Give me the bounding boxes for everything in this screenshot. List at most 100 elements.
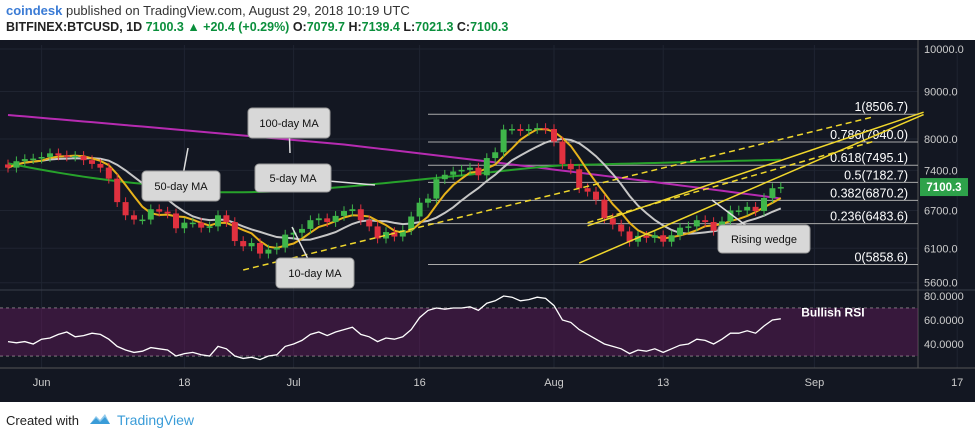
candle-body [315, 218, 322, 221]
candle-body [248, 243, 255, 247]
rsi-annotation: Bullish RSI [801, 305, 864, 319]
candle-body [584, 188, 591, 192]
published-text: published on TradingView.com, August 29,… [62, 3, 410, 18]
tradingview-logo-icon[interactable] [89, 412, 111, 429]
close-value: 7100.3 [470, 20, 509, 34]
candle-body [181, 222, 188, 229]
time-tick-label: Jul [287, 377, 301, 389]
candle-body [290, 232, 297, 235]
rsi-tick-label: 60.0000 [924, 315, 964, 327]
candle-body [122, 202, 129, 216]
candle-body [265, 249, 272, 254]
callout-label: 100-day MA [259, 118, 319, 130]
candle-body [357, 209, 364, 221]
time-tick-label: Sep [805, 377, 825, 389]
price-tick-label: 6100.0 [924, 243, 958, 255]
candle-body [299, 228, 305, 233]
ma50-line [7, 158, 781, 194]
candle-body [21, 159, 28, 162]
last-price: 7100.3 [145, 20, 184, 34]
price-chart[interactable]: 10000.0 9000.0 8000.0 7400.0 6700.0 6100.0 560… [0, 40, 975, 402]
candle-body [324, 218, 331, 223]
candle-body [89, 160, 95, 164]
candle-body [97, 163, 104, 168]
price-tick-label: 5600.0 [924, 278, 958, 290]
candle-body [5, 164, 11, 168]
fib-level-label: 0.382(6870.2) [830, 186, 908, 200]
candle-body [349, 209, 356, 212]
high-label: H: [348, 20, 362, 34]
candle-body [735, 210, 742, 212]
price-tick-label: 10000.0 [924, 44, 964, 56]
candle-body [391, 232, 398, 237]
candle-body [450, 171, 457, 175]
candle-body [399, 230, 406, 237]
high-value: 7139.4 [361, 20, 400, 34]
candle-body [601, 199, 608, 219]
candle-body [458, 169, 465, 172]
candle-body [475, 167, 482, 176]
candle-body [433, 179, 440, 199]
time-tick-label: 18 [178, 377, 190, 389]
candle-body [702, 220, 709, 223]
candle-body [693, 220, 700, 227]
callout-box [247, 107, 331, 139]
candle-body [341, 211, 347, 216]
candle-body [567, 163, 574, 170]
price-change: ▲ +20.4 (+0.29%) [187, 20, 290, 34]
symbol-line: BITFINEX:BTCUSD, 1D 7100.3 ▲ +20.4 (+0.2… [6, 19, 966, 36]
candle-body [727, 210, 734, 222]
candle-body [147, 209, 154, 220]
publish-line: coindesk published on TradingView.com, A… [6, 2, 966, 19]
time-tick-label: 17 [951, 377, 963, 389]
candle-body [651, 235, 658, 238]
ma100-line [7, 114, 781, 200]
candle-body [500, 129, 507, 153]
candle-body [131, 215, 137, 220]
candle-body [198, 222, 205, 228]
candle-body [441, 174, 448, 180]
current-price-label: 7100.3 [926, 182, 961, 194]
candle-body [257, 243, 263, 254]
candle-body [282, 234, 289, 248]
candle-body [13, 161, 20, 168]
chart-background [0, 40, 975, 402]
open-value: 7079.7 [306, 20, 345, 34]
candle-body [30, 158, 37, 161]
rsi-band-fill [0, 308, 918, 356]
chart-area[interactable]: 10000.0 9000.0 8000.0 7400.0 6700.0 6100.0 560… [0, 40, 975, 402]
candle-body [668, 235, 675, 242]
candle-body [139, 219, 146, 222]
rsi-tick-label: 80.0000 [924, 291, 964, 303]
candle-body [643, 235, 650, 238]
candle-body [769, 188, 776, 199]
candle-body [525, 129, 532, 131]
candle-body [105, 167, 112, 179]
candle-body [425, 198, 431, 203]
tradingview-link[interactable]: TradingView [116, 412, 195, 428]
time-tick-label: 16 [413, 377, 425, 389]
candle-body [509, 129, 515, 131]
candle-body [593, 191, 599, 200]
candle-body [173, 213, 179, 229]
candle-body [416, 202, 423, 217]
price-tick-label: 8000.0 [924, 134, 958, 146]
fib-level-label: 0.236(6483.6) [830, 210, 908, 224]
candle-body [576, 169, 583, 189]
wedge-lower-line [578, 113, 924, 264]
low-value: 7021.3 [415, 20, 454, 34]
candle-body [231, 222, 238, 242]
candle-body [626, 231, 633, 242]
coindesk-brand[interactable]: coindesk [6, 3, 63, 18]
current-price-tag [920, 178, 968, 197]
candle-body [156, 209, 163, 212]
low-label: L: [403, 20, 416, 34]
time-tick-label: 13 [657, 377, 669, 389]
callout-label: 10-day MA [288, 268, 342, 280]
time-tick-label: Aug [544, 377, 564, 389]
candle-body [517, 129, 524, 131]
candle-body [206, 226, 213, 228]
callout-label: Rising wedge [731, 234, 797, 246]
candle-body [677, 227, 683, 236]
time-tick-label: Jun [33, 377, 51, 389]
